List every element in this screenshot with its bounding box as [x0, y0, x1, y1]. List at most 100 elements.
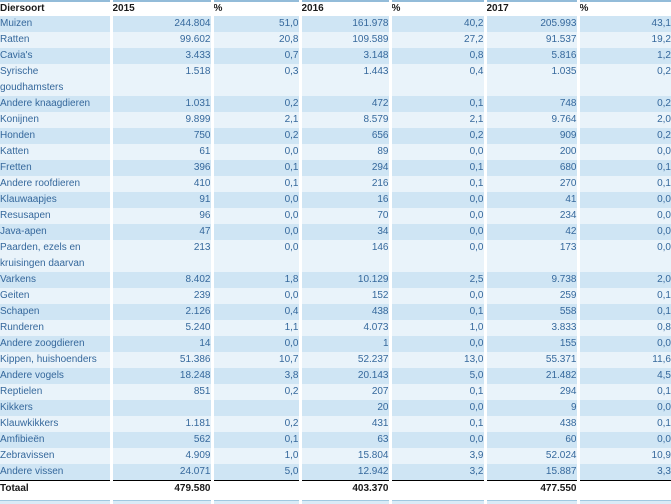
cell-2016: 109.589 [298, 32, 390, 48]
cell-2016-pct: 27,2 [388, 32, 485, 48]
cell-total-2017-pct [576, 480, 671, 497]
cell-diersoort: Varkens [0, 272, 111, 288]
col-header-2017-pct: % [576, 1, 671, 16]
cell-2016-pct: 0,0 [388, 224, 485, 240]
col-header-2016: 2016 [298, 1, 390, 16]
cell-2015: 244.804 [109, 16, 212, 32]
cell-2017-pct: 0,0 [576, 208, 671, 224]
table-row: Schapen 2.126 0,4 438 0,1 558 0,1 [0, 304, 671, 320]
cell-2017-pct: 0,0 [576, 400, 671, 416]
col-header-2015-pct: % [210, 1, 300, 16]
cell-2016: 216 [298, 176, 390, 192]
table-row: Fretten 396 0,1 294 0,1 680 0,1 [0, 160, 671, 176]
cell-total-2017: 477.550 [483, 480, 578, 497]
cell-diersoort: Andere zoogdieren [0, 336, 111, 352]
cell-diersoort: Honden [0, 128, 111, 144]
cell-2016: 1.443 [298, 64, 390, 96]
cell-2016-pct: 3,9 [388, 448, 485, 464]
cell-diersoort: Konijnen [0, 112, 111, 128]
cell-2017: 21.482 [483, 368, 578, 384]
cell-2016-pct: 5,0 [388, 368, 485, 384]
cell-2015: 24.071 [109, 464, 212, 481]
cell-2017-pct: 0,1 [576, 160, 671, 176]
cell-2017: 1.035 [483, 64, 578, 96]
cell-2015-pct: 2,1 [210, 112, 300, 128]
cell-2015-pct: 0,0 [210, 224, 300, 240]
cell-2017: 438 [483, 416, 578, 432]
cell-2015: 61 [109, 144, 212, 160]
table-row: Honden 750 0,2 656 0,2 909 0,2 [0, 128, 671, 144]
col-header-2015: 2015 [109, 1, 212, 16]
cell-2016: 20 [298, 400, 390, 416]
cell-2017-pct: 0,0 [576, 144, 671, 160]
cell-2016-pct: 2,5 [388, 272, 485, 288]
cell-2015: 14 [109, 336, 212, 352]
cell-2015: 239 [109, 288, 212, 304]
cell-2017-pct: 1,2 [576, 48, 671, 64]
cell-2016-pct: 1,0 [388, 320, 485, 336]
cell-2015-pct: 0,1 [210, 160, 300, 176]
cell-2015: 3.433 [109, 48, 212, 64]
cell-2015-pct [210, 400, 300, 416]
total-row: Totaal 479.580 403.370 477.550 [0, 480, 671, 497]
table-row: Andere knaagdieren 1.031 0,2 472 0,1 748 0,2 [0, 96, 671, 112]
cell-2017: 9 [483, 400, 578, 416]
cell-2016: 89 [298, 144, 390, 160]
cell-2017-pct: 0,1 [576, 304, 671, 320]
cell-total-label: Totaal [0, 480, 111, 497]
cell-2017: 155 [483, 336, 578, 352]
table-row: Kikkers 20 0,0 9 0,0 [0, 400, 671, 416]
table-row: Katten 61 0,0 89 0,0 200 0,0 [0, 144, 671, 160]
cell-2015: 99.602 [109, 32, 212, 48]
cell-2017-pct: 10,9 [576, 448, 671, 464]
cell-2016: 12.942 [298, 464, 390, 481]
table-row: Andere roofdieren 410 0,1 216 0,1 270 0,1 [0, 176, 671, 192]
cell-diersoort: Geiten [0, 288, 111, 304]
cell-2017: 91.537 [483, 32, 578, 48]
spacer-row [0, 497, 671, 501]
table-row: Resusapen 96 0,0 70 0,0 234 0,0 [0, 208, 671, 224]
cell-2016: 207 [298, 384, 390, 400]
header-row: Diersoort 2015 % 2016 % 2017 % [0, 1, 671, 16]
cell-2016: 146 [298, 240, 390, 272]
cell-2016: 70 [298, 208, 390, 224]
cell-2015-pct: 0,0 [210, 240, 300, 272]
cell-2016: 438 [298, 304, 390, 320]
cell-2016-pct: 0,1 [388, 416, 485, 432]
cell-2015: 4.909 [109, 448, 212, 464]
cell-2016: 15.804 [298, 448, 390, 464]
cell-2017: 42 [483, 224, 578, 240]
cell-2016-pct: 2,1 [388, 112, 485, 128]
cell-2015-pct: 1,8 [210, 272, 300, 288]
cell-2017: 748 [483, 96, 578, 112]
cell-diersoort: Cavia's [0, 48, 111, 64]
col-header-2017: 2017 [483, 1, 578, 16]
cell-2015: 9.899 [109, 112, 212, 128]
cell-2017: 9.764 [483, 112, 578, 128]
cell-2017-pct: 2,0 [576, 112, 671, 128]
col-header-diersoort: Diersoort [0, 1, 111, 16]
cell-diersoort: Andere vogels [0, 368, 111, 384]
cell-diersoort: Kippen, huishoenders [0, 352, 111, 368]
cell-2016: 20.143 [298, 368, 390, 384]
table-row: Reptielen 851 0,2 207 0,1 294 0,1 [0, 384, 671, 400]
cell-2017: 909 [483, 128, 578, 144]
cell-2015: 562 [109, 432, 212, 448]
col-header-2016-pct: % [388, 1, 485, 16]
cell-2017: 270 [483, 176, 578, 192]
cell-2017: 9.738 [483, 272, 578, 288]
cell-2015: 91 [109, 192, 212, 208]
table-row: Klauwkikkers 1.181 0,2 431 0,1 438 0,1 [0, 416, 671, 432]
cell-2016: 10.129 [298, 272, 390, 288]
table-row: Andere vissen 24.071 5,0 12.942 3,2 15.887 3,3 [0, 464, 671, 481]
cell-2017-pct: 0,2 [576, 128, 671, 144]
cell-2015: 213 [109, 240, 212, 272]
table-row: Muizen 244.804 51,0 161.978 40,2 205.993 43,1 [0, 16, 671, 32]
cell-2016: 1 [298, 336, 390, 352]
cell-2015: 18.248 [109, 368, 212, 384]
cell-2015: 1.031 [109, 96, 212, 112]
cell-2016-pct: 0,1 [388, 384, 485, 400]
table-body: Muizen 244.804 51,0 161.978 40,2 205.993 43,1 R… [0, 16, 671, 481]
